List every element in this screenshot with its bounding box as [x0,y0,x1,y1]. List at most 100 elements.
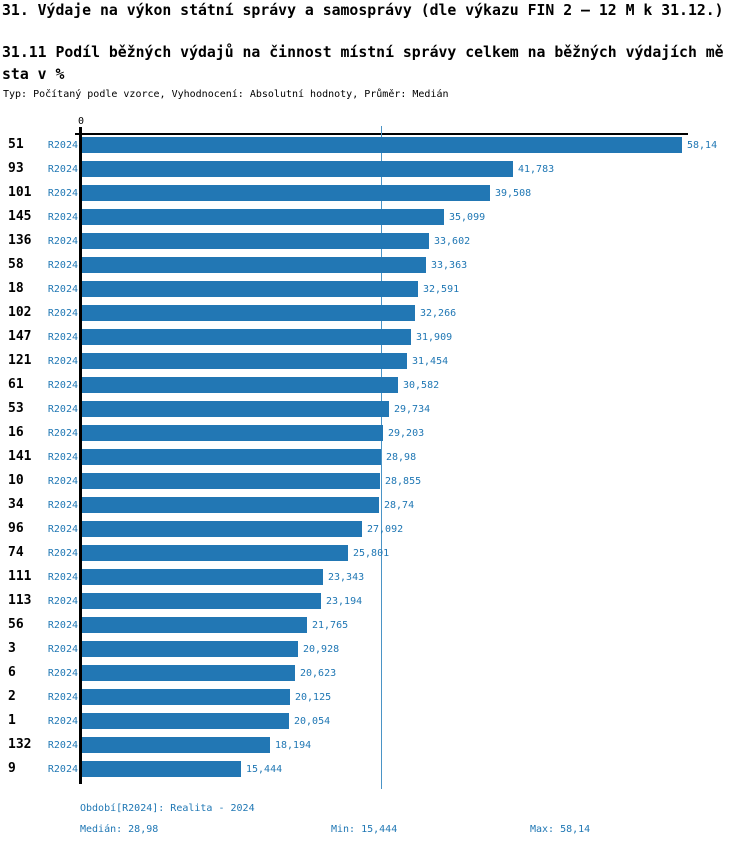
row-period-label: R2024 [47,692,78,703]
row-period-label: R2024 [47,380,78,391]
row-period-label: R2024 [47,596,78,607]
median-reference-line [381,126,382,789]
row-category-label: 51 [8,137,24,152]
bar-value-label: 23,343 [328,572,365,583]
row-period-label: R2024 [47,716,78,727]
bar [82,449,381,465]
bar [82,305,415,321]
row-period-label: R2024 [47,236,78,247]
row-category-label: 3 [8,641,16,656]
row-category-label: 113 [8,593,32,608]
row-category-label: 9 [8,761,16,776]
row-period-label: R2024 [47,188,78,199]
bar [82,521,362,537]
row-category-label: 16 [8,425,24,440]
bar-value-label: 20,054 [294,716,331,727]
footer-period: Období[R2024]: Realita - 2024 [80,803,255,814]
bar [82,233,429,249]
row-category-label: 56 [8,617,24,632]
bar [82,425,383,441]
bar-value-label: 20,928 [303,644,340,655]
bar [82,713,289,729]
bar-value-label: 31,454 [412,356,449,367]
row-category-label: 101 [8,185,32,200]
bar-value-label: 23,194 [326,596,363,607]
bar [82,641,298,657]
bar-value-label: 28,98 [386,452,417,463]
bar-value-label: 32,266 [420,308,457,319]
bar-value-label: 29,203 [388,428,425,439]
row-category-label: 147 [8,329,32,344]
row-period-label: R2024 [47,164,78,175]
row-period-label: R2024 [47,572,78,583]
row-category-label: 1 [8,713,16,728]
chart-subtitle-line-2: sta v % [2,66,65,83]
row-period-label: R2024 [47,500,78,511]
bar-value-label: 30,582 [403,380,440,391]
row-category-label: 121 [8,353,32,368]
row-period-label: R2024 [47,644,78,655]
row-period-label: R2024 [47,140,78,151]
row-category-label: 93 [8,161,24,176]
bar-value-label: 15,444 [246,764,283,775]
bar-value-label: 33,602 [434,236,471,247]
row-category-label: 34 [8,497,24,512]
row-category-label: 10 [8,473,24,488]
row-category-label: 136 [8,233,32,248]
page-title: 31. Výdaje na výkon státní správy a samo… [2,2,724,19]
row-period-label: R2024 [47,668,78,679]
bar [82,737,270,753]
row-category-label: 18 [8,281,24,296]
bar [82,377,398,393]
row-period-label: R2024 [47,212,78,223]
bar-value-label: 28,855 [385,476,422,487]
bar [82,593,321,609]
row-category-label: 6 [8,665,16,680]
bar [82,569,323,585]
bar-value-label: 39,508 [495,188,532,199]
row-period-label: R2024 [47,404,78,415]
bar-value-label: 18,194 [275,740,312,751]
bar [82,137,682,153]
footer-max: Max: 58,14 [530,824,591,835]
row-period-label: R2024 [47,620,78,631]
bar-value-label: 21,765 [312,620,349,631]
bar-value-label: 33,363 [431,260,468,271]
bar-value-label: 31,909 [416,332,453,343]
row-category-label: 2 [8,689,16,704]
row-category-label: 96 [8,521,24,536]
row-period-label: R2024 [47,332,78,343]
bar [82,281,418,297]
row-category-label: 53 [8,401,24,416]
bar-value-label: 20,125 [295,692,332,703]
bar [82,545,348,561]
row-category-label: 58 [8,257,24,272]
row-category-label: 102 [8,305,32,320]
row-category-label: 111 [8,569,32,584]
bar [82,761,241,777]
bar-value-label: 32,591 [423,284,460,295]
bar [82,329,411,345]
row-period-label: R2024 [47,284,78,295]
row-period-label: R2024 [47,476,78,487]
bar [82,617,307,633]
row-category-label: 74 [8,545,24,560]
bar-value-label: 25,801 [353,548,390,559]
bar-value-label: 29,734 [394,404,431,415]
bar-value-label: 41,783 [518,164,555,175]
bar [82,353,407,369]
row-period-label: R2024 [47,740,78,751]
row-period-label: R2024 [47,764,78,775]
bar [82,497,379,513]
footer-min: Min: 15,444 [331,824,398,835]
bar-value-label: 20,623 [300,668,337,679]
chart-subtitle-line-1: 31.11 Podíl běžných výdajů na činnost mí… [2,44,724,61]
row-period-label: R2024 [47,428,78,439]
row-category-label: 132 [8,737,32,752]
row-category-label: 61 [8,377,24,392]
footer-median: Medián: 28,98 [80,824,159,835]
y-axis-line [79,127,82,784]
bar-value-label: 27,092 [367,524,404,535]
row-period-label: R2024 [47,524,78,535]
bar [82,665,295,681]
